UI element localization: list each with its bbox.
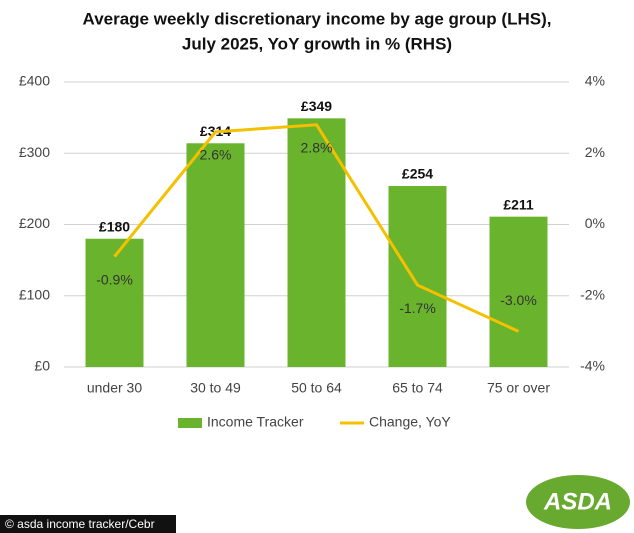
y-tick-label: £200	[19, 215, 50, 231]
line-value-label: -0.9%	[96, 271, 133, 287]
logo-badge	[526, 475, 630, 529]
x-tick-label: 75 or over	[487, 380, 550, 396]
y-tick-label: £300	[19, 144, 50, 160]
y2-tick-label: -2%	[580, 286, 605, 302]
bar-value-label: £349	[301, 98, 332, 114]
logo: ASDA	[526, 475, 630, 529]
caption-box	[0, 515, 176, 533]
y-tick-label: £0	[34, 358, 50, 374]
caption: © asda income tracker/Cebr	[5, 517, 155, 531]
line-value-label: 2.8%	[301, 139, 333, 155]
x-tick-label: 65 to 74	[392, 380, 443, 396]
bar-value-label: £211	[503, 196, 534, 212]
legend-label: Income Tracker	[207, 414, 304, 430]
x-tick-label: 50 to 64	[291, 380, 342, 396]
legend-label: Change, YoY	[369, 414, 451, 430]
bar	[186, 143, 245, 367]
x-tick-label: 30 to 49	[190, 380, 241, 396]
legend-swatch	[178, 418, 202, 428]
bar-value-label: £180	[99, 218, 130, 234]
bar	[85, 238, 144, 367]
y2-tick-label: -4%	[580, 358, 605, 374]
y-tick-label: £400	[19, 73, 50, 89]
line-value-label: 2.6%	[200, 147, 232, 163]
chart-title: July 2025, YoY growth in % (RHS)	[182, 34, 452, 53]
chart-title: Average weekly discretionary income by a…	[83, 9, 552, 28]
x-tick-label: under 30	[87, 380, 142, 396]
logo-text: ASDA	[543, 488, 612, 515]
y2-tick-label: 2%	[585, 144, 605, 160]
bar	[287, 118, 346, 368]
line-value-label: -3.0%	[500, 292, 537, 308]
line	[113, 123, 520, 333]
y2-tick-label: 4%	[585, 73, 605, 89]
bar	[388, 186, 447, 367]
y2-tick-label: 0%	[585, 215, 605, 231]
bar	[489, 216, 548, 367]
line-value-label: -1.7%	[399, 300, 436, 316]
bar-value-label: £254	[402, 166, 433, 182]
y-tick-label: £100	[19, 286, 50, 302]
